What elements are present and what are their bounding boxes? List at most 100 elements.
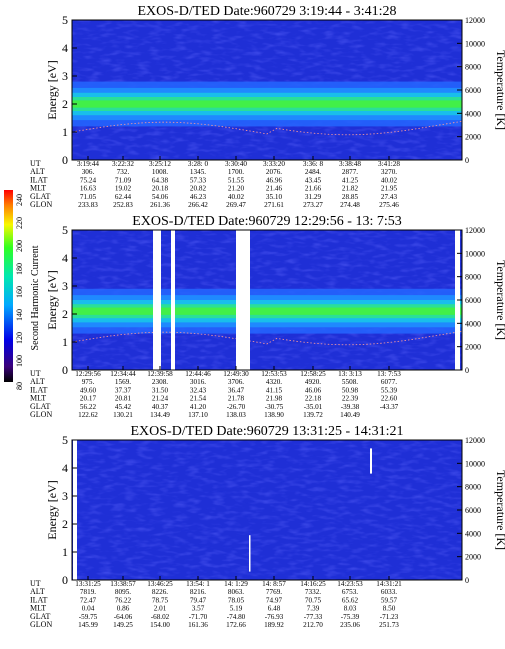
ephemeris-cell: -35.01	[304, 403, 323, 411]
ephemeris-row-label: GLON	[30, 200, 52, 209]
ephemeris-cell: -43.37	[380, 403, 399, 411]
ephemeris-cell: -30.75	[265, 403, 284, 411]
ephemeris-cell: 273.27	[303, 201, 323, 209]
data-gap	[171, 230, 175, 370]
y2-tick-label: 12000	[465, 16, 485, 25]
ephemeris-cell: 59.57	[381, 596, 398, 604]
ephemeris-row-label: GLAT	[30, 402, 51, 411]
ephemeris-cell: 1700.	[228, 168, 244, 176]
colorbar-tick: 160	[15, 286, 24, 298]
y2-tick-label: 0	[465, 156, 469, 165]
ephemeris-cell: 140.49	[340, 411, 360, 419]
data-gap	[153, 230, 161, 370]
y-axis-label: Energy [eV]	[45, 60, 59, 119]
ephemeris-cell: 78.05	[228, 596, 245, 604]
colorbar-tick: 100	[15, 355, 24, 367]
ephemeris-cell: 274.48	[340, 201, 360, 209]
ephemeris-cell: 6753.	[342, 588, 358, 596]
ephemeris-cell: 13: 7:53	[377, 370, 401, 378]
ephemeris-cell: 7.39	[307, 605, 320, 613]
ephemeris-cell: 22.39	[342, 395, 359, 403]
ephemeris-cell: 2.01	[154, 605, 167, 613]
data-gap	[249, 535, 251, 572]
y2-tick-label: 10000	[465, 249, 485, 258]
y-tick-label: 1	[62, 335, 68, 349]
data-gap	[370, 448, 372, 474]
y-tick-label: 5	[62, 433, 68, 447]
ephemeris-cell: -26.70	[227, 403, 246, 411]
ephemeris-cell: 16.63	[80, 185, 97, 193]
ephemeris-cell: 8063.	[228, 588, 244, 596]
ephemeris-cell: 40.37	[152, 403, 169, 411]
ephemeris-cell: 138.03	[226, 411, 246, 419]
ephemeris-cell: 72.47	[80, 596, 97, 604]
panels: EXOS-D/TED Date:960729 3:19:44 - 3:41:28…	[30, 4, 505, 629]
ephemeris-cell: 269.47	[226, 201, 246, 209]
ephemeris-cell: -76.93	[265, 613, 284, 621]
y-tick-label: 2	[62, 97, 68, 111]
ephemeris-cell: 20.81	[115, 395, 132, 403]
ephemeris-cell: 8.50	[383, 605, 396, 613]
ephemeris-cell: 21.95	[381, 185, 398, 193]
ephemeris-cell: 31.29	[305, 193, 322, 201]
ephemeris-cell: 139.72	[303, 411, 323, 419]
ephemeris-cell: 3:41:28	[378, 160, 400, 168]
ephemeris-cell: 12:53:53	[261, 370, 287, 378]
heatmap-band	[72, 307, 462, 315]
ephemeris-cell: 46.96	[266, 176, 283, 184]
colorbar-label: Second Harmonic Current	[30, 245, 41, 350]
ephemeris-row-label: UT	[30, 579, 41, 588]
y2-tick-label: 6000	[465, 506, 481, 515]
y2-tick-label: 4000	[465, 529, 481, 538]
ephemeris-cell: 13: 3:13	[338, 370, 362, 378]
ephemeris-cell: 3:22:32	[112, 160, 134, 168]
ephemeris-cell: 212.70	[303, 621, 323, 629]
ephemeris-cell: 2308.	[152, 378, 168, 386]
ephemeris-cell: 138.90	[264, 411, 284, 419]
ephemeris-cell: 37.37	[115, 386, 132, 394]
ephemeris-cell: 6033.	[381, 588, 397, 596]
y2-axis-label: Temperature [K]	[494, 260, 505, 340]
y-axis-label: Energy [eV]	[45, 270, 59, 329]
y2-tick-label: 2000	[465, 553, 481, 562]
y2-tick-label: 12000	[465, 226, 485, 235]
ephemeris-cell: 7332.	[305, 588, 321, 596]
ephemeris-cell: 7769.	[266, 588, 282, 596]
ephemeris-row-label: ALT	[30, 587, 45, 596]
ephemeris-cell: 62.44	[115, 193, 132, 201]
ephemeris-cell: 13:31:25	[75, 580, 101, 588]
ephemeris-cell: 130.21	[113, 411, 133, 419]
y2-tick-label: 8000	[465, 273, 481, 282]
ephemeris-cell: 3:33:20	[263, 160, 285, 168]
ephemeris-cell: 306.	[82, 168, 95, 176]
y-tick-label: 1	[62, 125, 68, 139]
ephemeris-cell: 3:30:40	[225, 160, 247, 168]
ephemeris-row-label: ILAT	[30, 385, 47, 394]
ephemeris-cell: 149.25	[113, 621, 133, 629]
ephemeris-cell: 65.62	[342, 596, 359, 604]
ephemeris-cell: 6.48	[268, 605, 281, 613]
ephemeris-cell: 56.22	[80, 403, 97, 411]
colorbar-tick: 180	[15, 263, 24, 275]
ephemeris-row-label: GLAT	[30, 612, 51, 621]
ephemeris-cell: 31.50	[152, 386, 169, 394]
ephemeris-cell: 1569.	[115, 378, 131, 386]
ephemeris-cell: 12:58:25	[300, 370, 326, 378]
y2-tick-label: 6000	[465, 296, 481, 305]
ephemeris-cell: 14:31:21	[376, 580, 402, 588]
y2-tick-label: 8000	[465, 63, 481, 72]
ephemeris-cell: 20.17	[80, 395, 97, 403]
colorbar-tick: 140	[15, 309, 24, 321]
y2-tick-label: 12000	[465, 436, 485, 445]
ephemeris-cell: 3.57	[192, 605, 205, 613]
ephemeris-cell: 70.75	[305, 596, 322, 604]
ephemeris-cell: 161.36	[188, 621, 208, 629]
y-tick-label: 0	[62, 573, 68, 587]
ephemeris-cell: 3:38:48	[339, 160, 361, 168]
y2-tick-label: 8000	[465, 483, 481, 492]
ephemeris-cell: 55.39	[381, 386, 398, 394]
ephemeris-row-label: ALT	[30, 167, 45, 176]
ephemeris-cell: -64.06	[114, 613, 133, 621]
y2-tick-label: 6000	[465, 86, 481, 95]
